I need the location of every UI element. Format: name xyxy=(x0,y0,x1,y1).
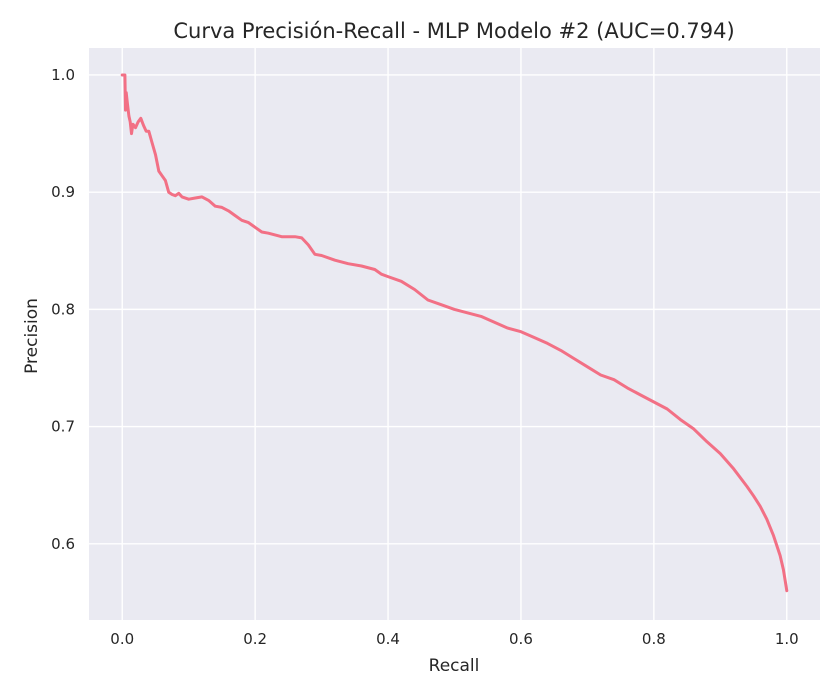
x-axis-ticks: 0.0 0.2 0.4 0.6 0.8 1.0 xyxy=(110,630,798,648)
x-tick-label-3: 0.6 xyxy=(509,630,533,648)
x-axis-label: Recall xyxy=(429,656,480,676)
y-tick-label-3: 0.9 xyxy=(51,183,75,201)
y-tick-label-2: 0.8 xyxy=(51,300,75,318)
y-axis-ticks: 0.6 0.7 0.8 0.9 1.0 xyxy=(51,66,75,553)
x-tick-label-1: 0.2 xyxy=(243,630,267,648)
y-tick-label-4: 1.0 xyxy=(51,66,75,84)
precision-recall-line xyxy=(120,73,789,593)
x-tick-label-0: 0.0 xyxy=(110,630,134,648)
plot-area xyxy=(89,48,820,620)
chart-title: Curva Precisión-Recall - MLP Modelo #2 (… xyxy=(173,19,734,43)
x-tick-label-5: 1.0 xyxy=(775,630,799,648)
y-axis-label: Precision xyxy=(22,298,42,374)
x-tick-label-2: 0.4 xyxy=(376,630,400,648)
y-tick-label-0: 0.6 xyxy=(51,535,75,553)
y-tick-label-1: 0.7 xyxy=(51,418,75,436)
x-tick-label-4: 0.8 xyxy=(642,630,666,648)
